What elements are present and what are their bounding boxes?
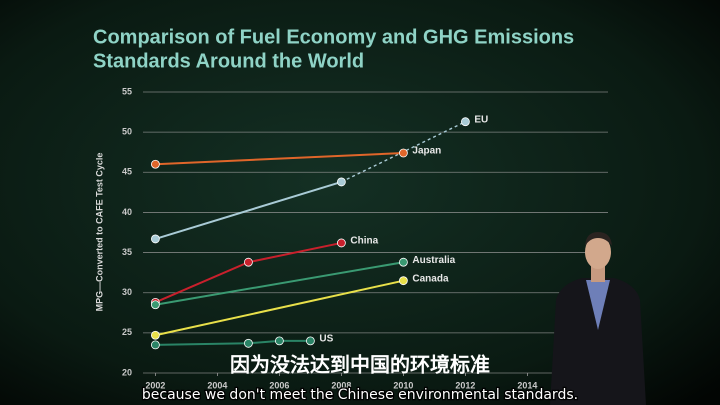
subtitle-english: because we don't meet the Chinese enviro… (142, 387, 578, 403)
series-line (155, 180, 342, 240)
series-line (155, 279, 404, 337)
x-tick-label: 2008 (331, 380, 351, 390)
data-point (398, 276, 408, 286)
x-tick-label: 2010 (393, 380, 413, 390)
chart-title: Comparison of Fuel Economy and GHG Emiss… (93, 26, 574, 48)
chart-title: Standards Around the World (93, 50, 364, 72)
speaker-shirt (586, 280, 610, 330)
series-label: Canada (412, 273, 449, 284)
series-label: China (350, 236, 378, 247)
x-tick-label: 2014 (517, 380, 537, 390)
speaker-body (550, 278, 646, 405)
data-point (336, 238, 346, 248)
speaker (550, 232, 646, 405)
speaker-neck (591, 266, 605, 282)
series-label: US (319, 334, 333, 345)
data-point (336, 177, 346, 187)
x-tick-label: 2002 (145, 380, 165, 390)
y-tick-label: 25 (122, 327, 132, 337)
series-label: Japan (412, 146, 441, 157)
series-label: EU (474, 114, 488, 125)
series-line (155, 261, 404, 306)
data-point (305, 336, 315, 346)
speaker-head (585, 235, 611, 269)
y-tick-label: 35 (122, 247, 132, 257)
y-tick-label: 55 (122, 86, 132, 96)
data-point (274, 336, 284, 346)
y-tick-label: 20 (122, 367, 132, 377)
x-tick-label: 2012 (455, 380, 475, 390)
data-point (150, 234, 160, 244)
x-tick-label: 2004 (207, 380, 227, 390)
y-axis-label: MPG—Converted to CAFE Test Cycle (94, 153, 104, 312)
y-tick-label: 40 (122, 207, 132, 217)
data-point (243, 257, 253, 267)
data-point (398, 148, 408, 158)
chart: Comparison of Fuel Economy and GHG Emiss… (93, 26, 608, 390)
speaker-hair (585, 232, 612, 246)
data-point (150, 330, 160, 340)
x-tick-label: 2006 (269, 380, 289, 390)
y-tick-label: 50 (122, 127, 132, 137)
data-point (398, 257, 408, 267)
subtitle-chinese: 因为没法达到中国的环境标准 (230, 353, 490, 377)
series-line (155, 152, 404, 166)
data-point (150, 300, 160, 310)
data-point (150, 340, 160, 350)
y-tick-label: 30 (122, 287, 132, 297)
series-line (155, 339, 311, 346)
data-point (460, 117, 470, 127)
data-point (243, 338, 253, 348)
y-tick-label: 45 (122, 167, 132, 177)
data-point (150, 159, 160, 169)
series-label: Australia (412, 255, 455, 266)
